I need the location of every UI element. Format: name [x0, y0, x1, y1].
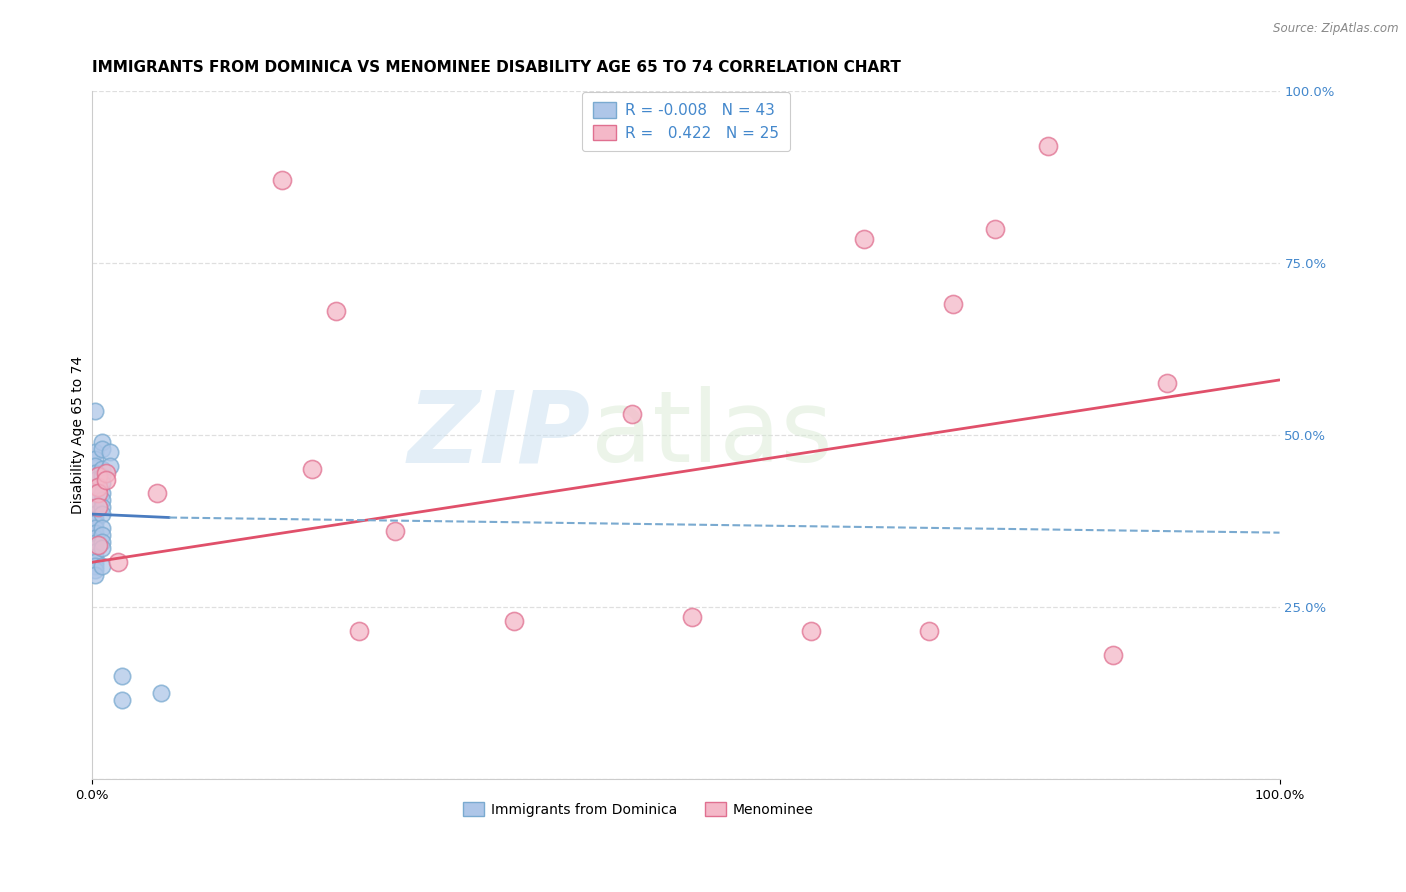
Point	[621, 408, 644, 422]
Point	[681, 610, 703, 624]
Point	[111, 693, 134, 707]
Point	[90, 521, 112, 535]
Point	[83, 541, 105, 555]
Point	[83, 555, 105, 569]
Point	[98, 445, 121, 459]
Point	[90, 434, 112, 449]
Point	[83, 452, 105, 467]
Y-axis label: Disability Age 65 to 74: Disability Age 65 to 74	[72, 356, 86, 514]
Point	[90, 500, 112, 515]
Point	[90, 442, 112, 456]
Point	[83, 568, 105, 582]
Point	[349, 624, 371, 638]
Point	[83, 404, 105, 418]
Point	[90, 527, 112, 541]
Point	[111, 669, 134, 683]
Point	[146, 486, 169, 500]
Point	[83, 545, 105, 559]
Point	[1036, 139, 1059, 153]
Point	[90, 493, 112, 508]
Point	[325, 304, 347, 318]
Point	[90, 534, 112, 549]
Point	[90, 476, 112, 491]
Point	[90, 486, 112, 500]
Point	[83, 473, 105, 487]
Text: atlas: atlas	[591, 386, 832, 483]
Point	[83, 564, 105, 578]
Point	[83, 500, 105, 515]
Point	[98, 458, 121, 473]
Text: Source: ZipAtlas.com: Source: ZipAtlas.com	[1274, 22, 1399, 36]
Point	[384, 524, 406, 539]
Point	[918, 624, 941, 638]
Point	[90, 507, 112, 521]
Point	[271, 173, 294, 187]
Point	[83, 558, 105, 573]
Legend: Immigrants from Dominica, Menominee: Immigrants from Dominica, Menominee	[456, 795, 821, 823]
Text: ZIP: ZIP	[408, 386, 591, 483]
Point	[87, 469, 110, 483]
Point	[83, 512, 105, 526]
Point	[1156, 376, 1178, 391]
Point	[1102, 648, 1125, 662]
Point	[983, 221, 1005, 235]
Point	[87, 479, 110, 493]
Point	[83, 536, 105, 550]
Point	[83, 521, 105, 535]
Point	[83, 466, 105, 480]
Point	[96, 473, 118, 487]
Point	[502, 614, 524, 628]
Point	[150, 686, 173, 700]
Point	[83, 549, 105, 564]
Point	[852, 232, 875, 246]
Point	[83, 458, 105, 473]
Point	[942, 297, 965, 311]
Point	[83, 525, 105, 540]
Point	[83, 516, 105, 530]
Point	[83, 486, 105, 500]
Point	[83, 479, 105, 493]
Point	[301, 462, 323, 476]
Point	[87, 486, 110, 500]
Point	[90, 558, 112, 573]
Point	[83, 507, 105, 521]
Point	[90, 541, 112, 556]
Point	[90, 469, 112, 483]
Point	[83, 493, 105, 508]
Point	[96, 466, 118, 480]
Text: IMMIGRANTS FROM DOMINICA VS MENOMINEE DISABILITY AGE 65 TO 74 CORRELATION CHART: IMMIGRANTS FROM DOMINICA VS MENOMINEE DI…	[93, 60, 901, 75]
Point	[107, 555, 129, 569]
Point	[83, 445, 105, 459]
Point	[90, 462, 112, 476]
Point	[87, 500, 110, 515]
Point	[87, 538, 110, 552]
Point	[83, 531, 105, 545]
Point	[799, 624, 821, 638]
